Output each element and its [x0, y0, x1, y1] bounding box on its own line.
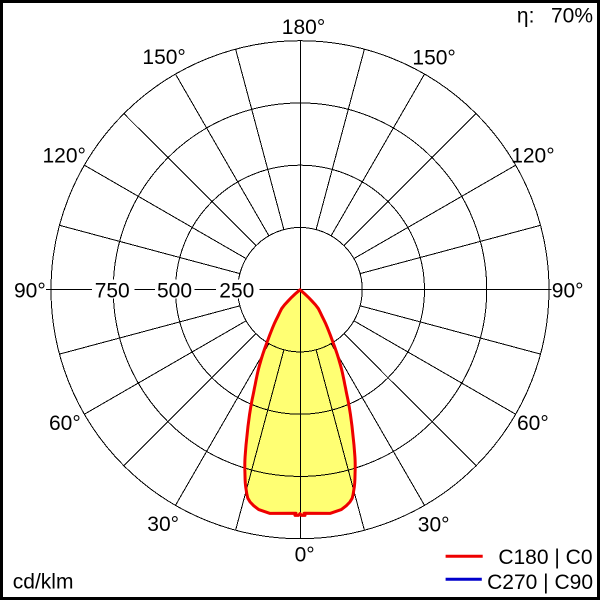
svg-text:30°: 30° — [418, 514, 450, 537]
svg-text:0°: 0° — [295, 543, 315, 566]
svg-text:60°: 60° — [517, 412, 549, 435]
svg-text:150°: 150° — [142, 46, 185, 69]
svg-text:250: 250 — [219, 280, 254, 303]
svg-text:90°: 90° — [14, 279, 46, 302]
svg-text:60°: 60° — [49, 412, 81, 435]
svg-text:500: 500 — [157, 280, 192, 303]
svg-text:120°: 120° — [43, 145, 86, 168]
svg-text:30°: 30° — [147, 513, 179, 536]
svg-text:90°: 90° — [552, 279, 584, 302]
svg-text:C180 | C0: C180 | C0 — [498, 546, 592, 569]
svg-text:C270 | C90: C270 | C90 — [487, 571, 593, 594]
svg-text:70%: 70% — [551, 5, 593, 28]
svg-text:120°: 120° — [511, 145, 554, 168]
svg-text:750: 750 — [95, 280, 130, 303]
svg-text:180°: 180° — [282, 16, 325, 39]
svg-text:η:: η: — [517, 5, 535, 28]
svg-text:cd/klm: cd/klm — [13, 571, 74, 594]
svg-text:150°: 150° — [412, 47, 455, 70]
